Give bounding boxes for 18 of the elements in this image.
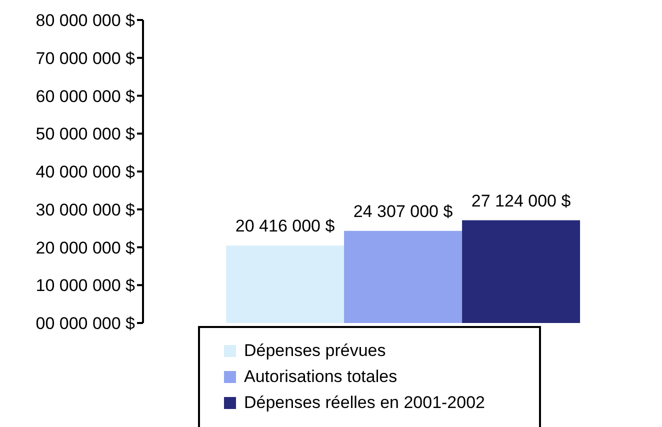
y-tick-label: 80 000 000 $	[36, 11, 136, 30]
bar	[226, 246, 344, 323]
data-label: 20 416 000 $	[235, 216, 336, 236]
data-label: 27 124 000 $	[471, 191, 572, 210]
y-tick-label: 50 000 000 $	[36, 124, 136, 144]
legend-label: Dépenses prévues	[244, 341, 386, 361]
y-tick-label: 60 000 000 $	[36, 86, 136, 106]
data-label: 24 307 000 $	[353, 202, 454, 221]
y-tick-label: 30 000 000 $	[36, 200, 136, 220]
bar	[344, 230, 462, 323]
y-tick-label: 70 000 000 $	[36, 48, 136, 68]
y-tick-label: 20 000 000 $	[36, 238, 136, 258]
y-tick-label: 10 000 000 $	[36, 276, 136, 296]
y-tick-label: 00 000 000 $	[36, 314, 136, 334]
legend-label: Dépenses réelles en 2001-2002	[244, 393, 486, 413]
legend-label: Autorisations totales	[244, 367, 398, 387]
bar	[462, 220, 580, 323]
y-tick-label: 40 000 000 $	[36, 162, 136, 182]
